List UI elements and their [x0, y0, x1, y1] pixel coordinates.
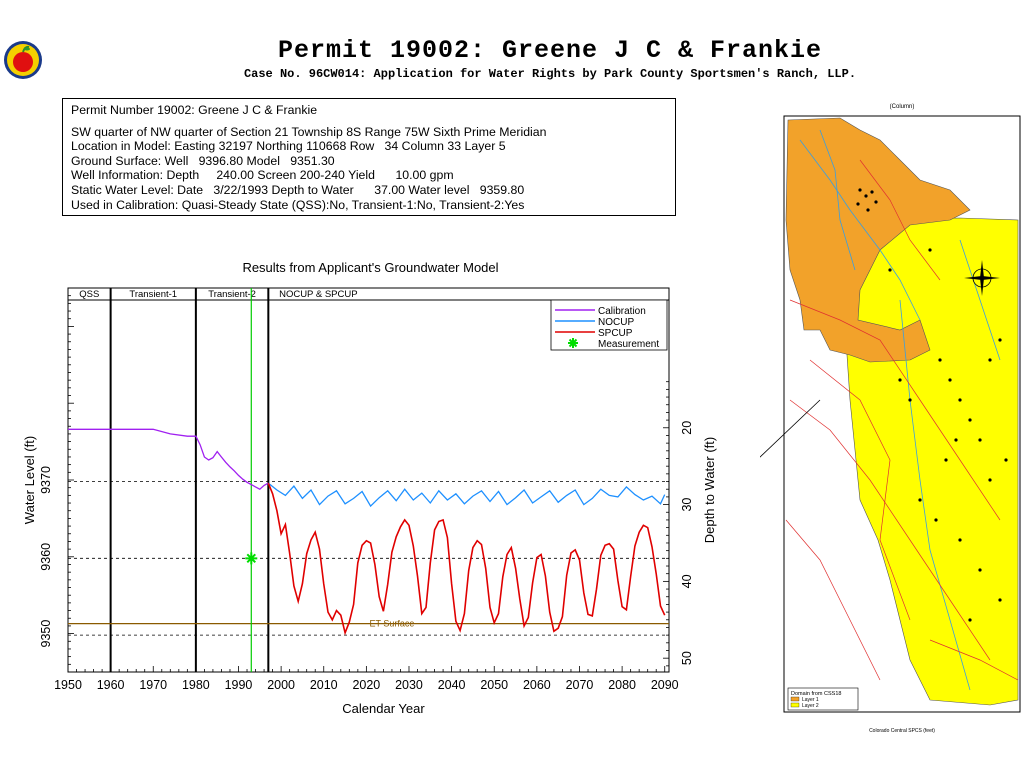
x-tick-label: 2050	[480, 678, 508, 692]
period-label: NOCUP & SPCUP	[279, 289, 357, 300]
plot-area	[67, 287, 670, 673]
map-roads	[785, 159, 1019, 681]
x-tick-label: 2000	[267, 678, 295, 692]
info-line: Location in Model: Easting 32197 Northin…	[71, 139, 506, 154]
x-tick-label: 2090	[651, 678, 679, 692]
period-label: Transient-1	[129, 289, 177, 300]
info-line: Static Water Level: Date 3/22/1993 Depth…	[71, 182, 525, 197]
x-tick-label: 2070	[566, 678, 594, 692]
model-domain-map: Domain from CSS18 Layer 1 Layer 2 (Colum…	[760, 100, 1024, 740]
page-title: Permit 19002: Greene J C & Frankie	[277, 36, 823, 65]
series-line-nocup	[267, 482, 666, 508]
map-legend-title: Domain from CSS18	[791, 691, 841, 697]
info-line: Permit Number 19002: Greene J C & Franki…	[71, 103, 318, 117]
map-frame	[783, 115, 1021, 713]
x-tick-label: 2060	[523, 678, 551, 692]
legend-marker-measurement	[568, 338, 578, 348]
y-tick-label: 9350	[39, 620, 53, 648]
north-arrow-icon	[964, 260, 1000, 296]
page-subtitle: Case No. 96CW014: Application for Water …	[243, 67, 857, 81]
legend-entry: Measurement	[598, 339, 659, 350]
apple-logo-icon	[3, 40, 43, 80]
x-tick-label: 1980	[182, 678, 210, 692]
x-tick-label: 2010	[310, 678, 338, 692]
y2-tick-label: 20	[680, 421, 694, 435]
info-line: Ground Surface: Well 9396.80 Model 9351.…	[71, 153, 335, 168]
map-x-axis-label: Colorado Central SPCS (feet)	[869, 728, 935, 734]
info-line: Well Information: Depth 240.00 Screen 20…	[71, 168, 454, 183]
map-legend-layer2: Layer 2	[802, 703, 819, 709]
info-line: Used in Calibration: Quasi-Steady State …	[71, 197, 525, 212]
map-legend-layer1: Layer 1	[802, 697, 819, 703]
map-legend: Domain from CSS18 Layer 1 Layer 2	[787, 687, 859, 711]
x-tick-label: 2030	[395, 678, 423, 692]
y2-tick-label: 30	[680, 498, 694, 512]
x-tick-label: 1970	[139, 678, 167, 692]
x-tick-label: 2020	[352, 678, 380, 692]
y2-axis-label: Depth to Water (ft)	[702, 437, 717, 543]
y-tick-label: 9370	[39, 466, 53, 494]
map-layer1-region	[785, 117, 971, 363]
y-axis-label: Water Level (ft)	[22, 436, 37, 524]
info-line: SW quarter of NW quarter of Section 21 T…	[71, 124, 547, 139]
map-pointer-line	[760, 399, 821, 458]
series-line-spcup	[267, 482, 666, 636]
y2-tick-label: 40	[680, 574, 694, 588]
chart-title: Results from Applicant's Groundwater Mod…	[242, 260, 498, 275]
x-tick-label: 1990	[225, 678, 253, 692]
x-axis-label: Calendar Year	[342, 701, 425, 716]
x-tick-label: 1950	[54, 678, 82, 692]
y2-tick-label: 50	[680, 651, 694, 665]
series-line-calibration	[68, 428, 269, 490]
legend-entry: NOCUP	[598, 317, 634, 328]
map-wells	[856, 188, 1008, 622]
permit-info-box: Permit Number 19002: Greene J C & Franki…	[62, 98, 676, 216]
x-tick-label: 2080	[608, 678, 636, 692]
y-tick-label: 9360	[39, 543, 53, 571]
legend-entry: Calibration	[598, 306, 646, 317]
map-rivers	[799, 129, 1001, 691]
groundwater-chart: Results from Applicant's Groundwater Mod…	[22, 260, 717, 716]
map-column-label: (Column)	[890, 104, 915, 110]
legend-entry: SPCUP	[598, 328, 633, 339]
et-surface-label: ET Surface	[370, 619, 415, 629]
measurement-point	[245, 552, 258, 565]
x-tick-label: 2040	[438, 678, 466, 692]
period-label: QSS	[79, 289, 99, 300]
x-tick-label: 1960	[97, 678, 125, 692]
period-label: Transient-2	[208, 289, 256, 300]
